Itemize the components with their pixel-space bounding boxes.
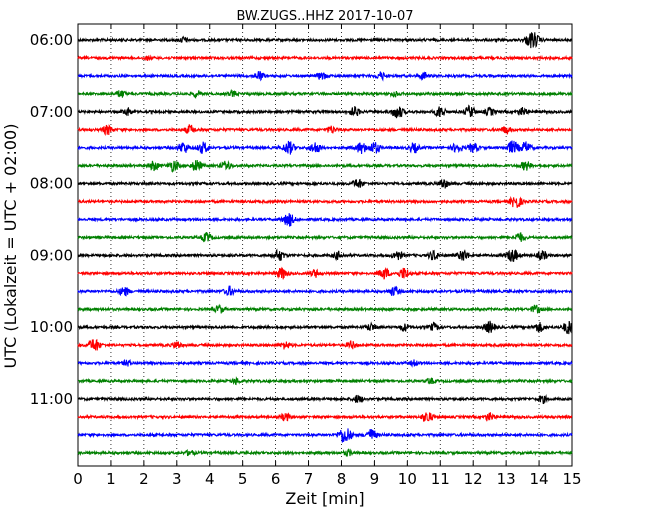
trace-1030 [77, 358, 573, 368]
y-axis-ticks: 06:00 07:00 08:00 09:00 10:00 11:00 [30, 31, 572, 408]
trace-0915 [77, 266, 573, 280]
x-tick-label: 13 [497, 470, 516, 488]
x-tick-label: 10 [398, 470, 417, 488]
trace-0945 [77, 303, 573, 314]
x-tick-label: 0 [73, 470, 83, 488]
trace-1000 [77, 320, 573, 335]
trace-0715 [77, 123, 573, 136]
trace-0930 [77, 285, 573, 297]
x-tick-label: 12 [464, 470, 483, 488]
trace-0600 [77, 32, 573, 49]
trace-1115 [77, 412, 573, 422]
trace-0615 [77, 54, 573, 62]
x-tick-label: 6 [271, 470, 281, 488]
seismogram-traces [77, 32, 573, 457]
x-tick-label: 4 [205, 470, 215, 488]
trace-1015 [77, 338, 573, 351]
trace-0900 [77, 248, 573, 263]
x-tick-label: 7 [304, 470, 314, 488]
trace-1045 [77, 376, 573, 386]
x-axis-label: Zeit [min] [285, 489, 364, 508]
y-tick-label: 08:00 [30, 175, 73, 193]
x-tick-label: 1 [106, 470, 116, 488]
gridlines [110, 24, 540, 466]
y-tick-label: 10:00 [30, 318, 73, 336]
y-tick-label: 09:00 [30, 246, 73, 264]
x-axis-ticks: 0 1 2 3 4 5 6 7 8 9 10 11 12 13 14 15 [73, 24, 582, 488]
x-tick-label: 9 [370, 470, 380, 488]
trace-0700 [77, 104, 573, 119]
x-tick-label: 5 [238, 470, 248, 488]
trace-1145 [77, 448, 573, 457]
trace-0800 [77, 178, 573, 189]
x-tick-label: 11 [431, 470, 450, 488]
x-tick-label: 15 [562, 470, 581, 488]
plot-frame [77, 23, 573, 467]
trace-1130 [77, 428, 573, 443]
trace-0845 [77, 232, 573, 243]
trace-0645 [77, 88, 573, 99]
trace-0830 [77, 213, 573, 227]
trace-1100 [77, 394, 573, 405]
x-tick-label: 8 [337, 470, 347, 488]
y-axis-label: UTC (Lokalzeit = UTC + 02:00) [1, 124, 20, 369]
y-tick-label: 06:00 [30, 31, 73, 49]
chart-title: BW.ZUGS..HHZ 2017-10-07 [236, 9, 413, 24]
y-tick-label: 07:00 [30, 103, 73, 121]
y-tick-label: 11:00 [30, 390, 73, 408]
trace-0745 [77, 159, 573, 173]
x-tick-label: 14 [530, 470, 549, 488]
x-tick-label: 2 [139, 470, 149, 488]
trace-0630 [77, 70, 573, 82]
x-tick-label: 3 [172, 470, 182, 488]
trace-0815 [77, 195, 573, 208]
trace-0730 [77, 140, 573, 155]
